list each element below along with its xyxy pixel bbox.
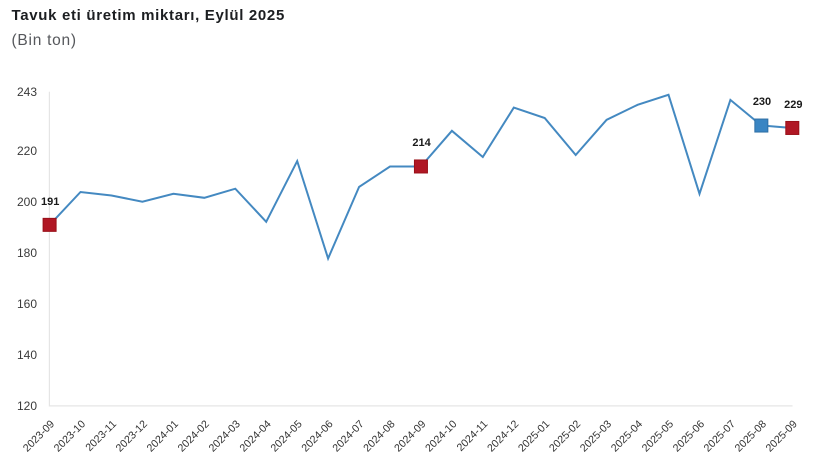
svg-text:2023-09: 2023-09	[21, 418, 57, 454]
svg-text:2024-04: 2024-04	[237, 418, 273, 454]
svg-text:2023-10: 2023-10	[52, 418, 88, 454]
svg-text:2025-02: 2025-02	[547, 418, 583, 454]
svg-text:2024-08: 2024-08	[361, 418, 397, 454]
svg-text:2025-08: 2025-08	[733, 418, 769, 454]
svg-text:2025-03: 2025-03	[578, 418, 614, 454]
svg-text:2024-02: 2024-02	[176, 418, 212, 454]
svg-text:2025-07: 2025-07	[702, 418, 738, 454]
svg-text:2024-01: 2024-01	[145, 418, 181, 454]
svg-text:2024-12: 2024-12	[485, 418, 521, 454]
svg-text:2024-03: 2024-03	[207, 418, 243, 454]
svg-text:2024-05: 2024-05	[268, 418, 304, 454]
svg-text:2024-06: 2024-06	[299, 418, 335, 454]
svg-text:2025-05: 2025-05	[640, 418, 676, 454]
svg-text:2025-04: 2025-04	[609, 418, 645, 454]
svg-text:2025-01: 2025-01	[516, 418, 552, 454]
svg-text:2025-06: 2025-06	[671, 418, 707, 454]
svg-text:2025-09: 2025-09	[764, 418, 800, 454]
svg-text:2023-12: 2023-12	[114, 418, 150, 454]
svg-text:2024-09: 2024-09	[392, 418, 428, 454]
svg-text:2023-11: 2023-11	[83, 418, 119, 454]
svg-text:2024-10: 2024-10	[423, 418, 459, 454]
svg-text:2024-07: 2024-07	[330, 418, 366, 454]
svg-text:2024-11: 2024-11	[455, 418, 491, 454]
